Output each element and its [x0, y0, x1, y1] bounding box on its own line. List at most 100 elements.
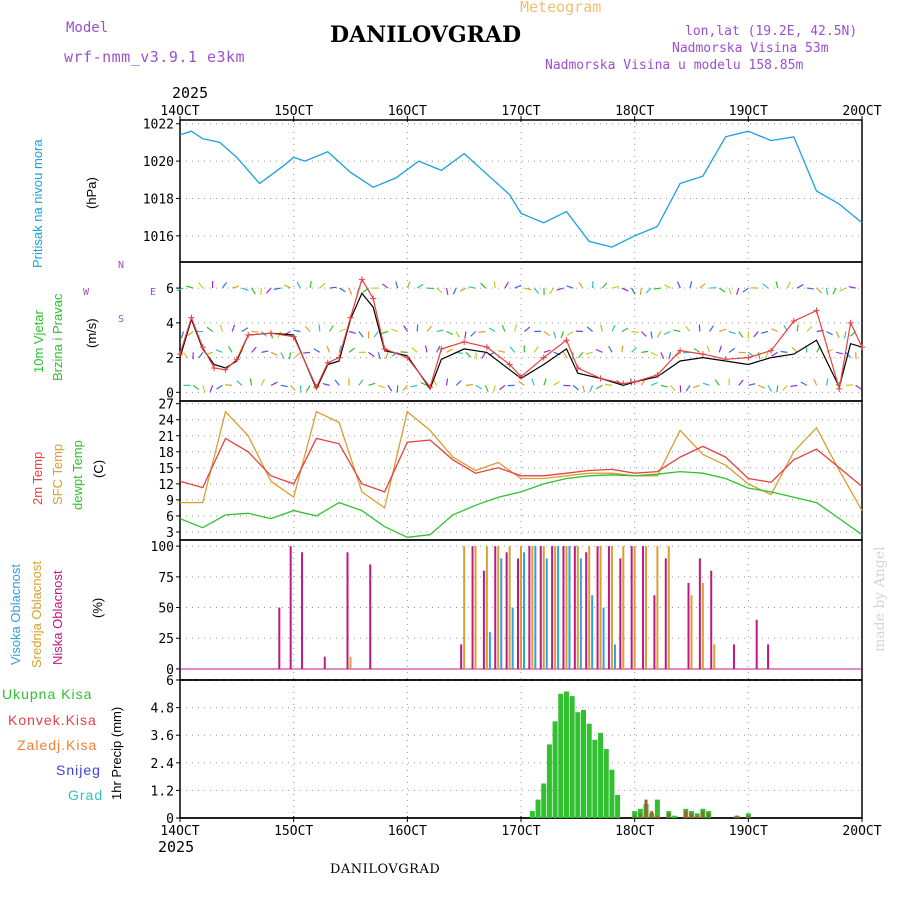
- wind-barb: [358, 331, 364, 338]
- wind-gust-marker: [199, 344, 206, 351]
- bottom-year-label: 2025: [158, 838, 195, 856]
- top-xtick-label: 14OCT: [160, 104, 199, 119]
- wind-ytick-label: 4: [166, 317, 174, 332]
- wind-gust-marker: [790, 318, 797, 325]
- wind-barb: [326, 345, 331, 353]
- sfc-temp-line: [180, 410, 863, 511]
- wind-barb: [736, 287, 740, 295]
- pressure-ytick-label: 1016: [143, 230, 174, 245]
- wind-gust-marker: [245, 331, 252, 338]
- footer-station: DANILOVGRAD: [330, 862, 441, 877]
- wind-gust-marker: [654, 371, 661, 378]
- wind-barb: [446, 348, 453, 353]
- wind-gust-marker: [722, 356, 729, 363]
- wind-barb: [556, 287, 564, 291]
- wind-gust-marker: [631, 378, 638, 385]
- wind-barb: [280, 352, 285, 359]
- wind-barb: [475, 352, 478, 360]
- wind-barb: [464, 331, 467, 339]
- wind-barb: [639, 287, 642, 296]
- wind-gust-marker: [324, 359, 331, 366]
- precip-legend-convective: Konvek.Kisa: [8, 712, 97, 728]
- wind-barb: [187, 331, 194, 337]
- wind-barb: [676, 281, 681, 289]
- precip-total-bar: [552, 721, 558, 818]
- precip-legend-hail: Grad: [68, 787, 104, 803]
- wind-gust-marker: [358, 276, 365, 283]
- wind-barb: [225, 384, 233, 386]
- wind-barb: [699, 283, 706, 289]
- wind-barb: [261, 350, 269, 353]
- wind-gust-line: [179, 277, 863, 389]
- wind-gust-marker: [597, 375, 604, 382]
- top-xtick-label: 17OCT: [501, 104, 540, 119]
- top-year-label: 2025: [172, 84, 209, 102]
- wind-barb: [611, 285, 620, 289]
- top-xtick-label: 16OCT: [388, 104, 427, 119]
- wind-gust-marker: [745, 354, 752, 361]
- wind-barb: [728, 330, 736, 335]
- wind-barb: [656, 331, 662, 338]
- wind-barb: [216, 384, 223, 390]
- wind-barb: [706, 345, 711, 353]
- wind-gust-marker: [483, 344, 490, 351]
- elevation-label: Nadmorska Visina 53m: [672, 41, 829, 56]
- wind-barb: [436, 345, 441, 353]
- wind-barb: [241, 327, 249, 333]
- wind-barb: [426, 325, 433, 332]
- precip-total-bar: [632, 811, 638, 818]
- wind-barb: [455, 331, 461, 338]
- wind-barb: [835, 331, 840, 339]
- precip-convective-bar: [746, 815, 750, 818]
- wind-barb: [631, 287, 636, 295]
- precip-total-bar: [546, 744, 552, 818]
- top-xtick-label: 15OCT: [274, 104, 313, 119]
- wind-barb: [322, 382, 330, 386]
- top-xtick-label: 20OCT: [842, 104, 881, 119]
- wind-barb: [543, 331, 550, 337]
- cloud-ytick-label: 75: [158, 571, 174, 586]
- wind-barb: [265, 287, 272, 294]
- wind-barb: [385, 352, 389, 360]
- wind-barb: [674, 351, 681, 358]
- wind-barb: [492, 385, 496, 393]
- wind-barb: [304, 325, 311, 332]
- wind-barb: [251, 346, 257, 353]
- model-elevation-label: Nadmorska Visina u modelu 158.85m: [545, 58, 804, 73]
- wind-barb: [543, 349, 551, 353]
- wind-barb: [348, 287, 353, 295]
- wind-barb: [664, 284, 671, 289]
- wind-gust-marker: [699, 351, 706, 358]
- wind-gust-marker: [290, 333, 297, 340]
- precip-total-bar: [654, 799, 660, 818]
- wind-barb: [533, 287, 540, 294]
- wind-barb: [826, 348, 834, 353]
- wind-barb: [843, 331, 847, 339]
- wind-barb: [714, 379, 720, 386]
- wind-barb: [293, 329, 301, 333]
- bottom-xtick-label: 15OCT: [274, 824, 313, 839]
- wind-barb: [718, 345, 723, 353]
- wind-barb: [294, 351, 301, 358]
- wind-barb: [670, 384, 676, 392]
- wind-gust-marker: [574, 364, 581, 371]
- wind-barb: [309, 281, 312, 289]
- wind-barb: [531, 378, 535, 386]
- wind-barb: [348, 347, 355, 353]
- wind-barb: [650, 381, 658, 386]
- wind-barb: [668, 352, 672, 360]
- wind-barb: [436, 287, 443, 294]
- wind-gust-marker: [336, 354, 343, 361]
- wind-barb: [578, 281, 584, 289]
- wind-barb: [273, 287, 281, 290]
- wind-barb: [236, 380, 243, 386]
- pressure-ytick-label: 1020: [143, 155, 174, 170]
- wind-barb: [693, 347, 701, 353]
- wind-barb: [855, 384, 862, 390]
- wind-barb: [329, 286, 337, 289]
- precip-total-bar: [563, 691, 569, 818]
- wind-barb: [685, 385, 691, 392]
- precip-ytick-label: 3.6: [151, 729, 174, 744]
- wind-barb: [663, 330, 671, 335]
- temp-ytick-label: 18: [158, 446, 174, 461]
